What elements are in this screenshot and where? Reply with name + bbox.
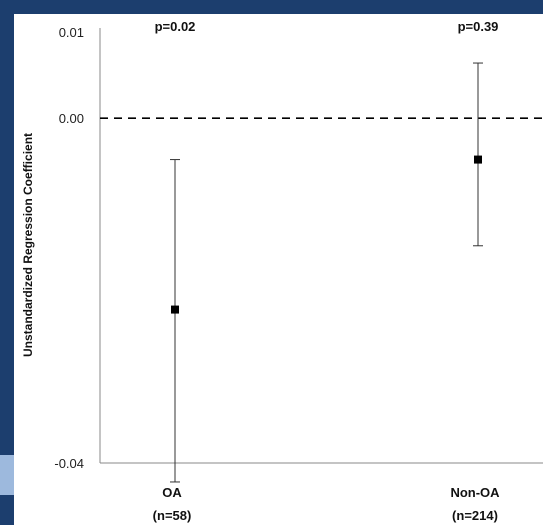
- y-tick-label: 0.00: [59, 111, 84, 126]
- point-estimate-marker: [474, 155, 482, 164]
- y-tick-label: 0.01: [59, 25, 84, 40]
- x-category-label: Non-OA: [450, 485, 500, 500]
- x-category-n-label: (n=58): [153, 508, 192, 523]
- x-category-n-label: (n=214): [452, 508, 498, 523]
- y-axis-label: Unstandardized Regression Coefficient: [21, 133, 35, 357]
- x-category-label: OA: [162, 485, 182, 500]
- p-value-label: p=0.02: [155, 19, 196, 34]
- p-value-label: p=0.39: [458, 19, 499, 34]
- plot-panel: [14, 14, 543, 525]
- point-estimate-marker: [171, 305, 179, 314]
- slide-accent-stripe: [0, 455, 14, 495]
- y-tick-label: -0.04: [54, 456, 84, 471]
